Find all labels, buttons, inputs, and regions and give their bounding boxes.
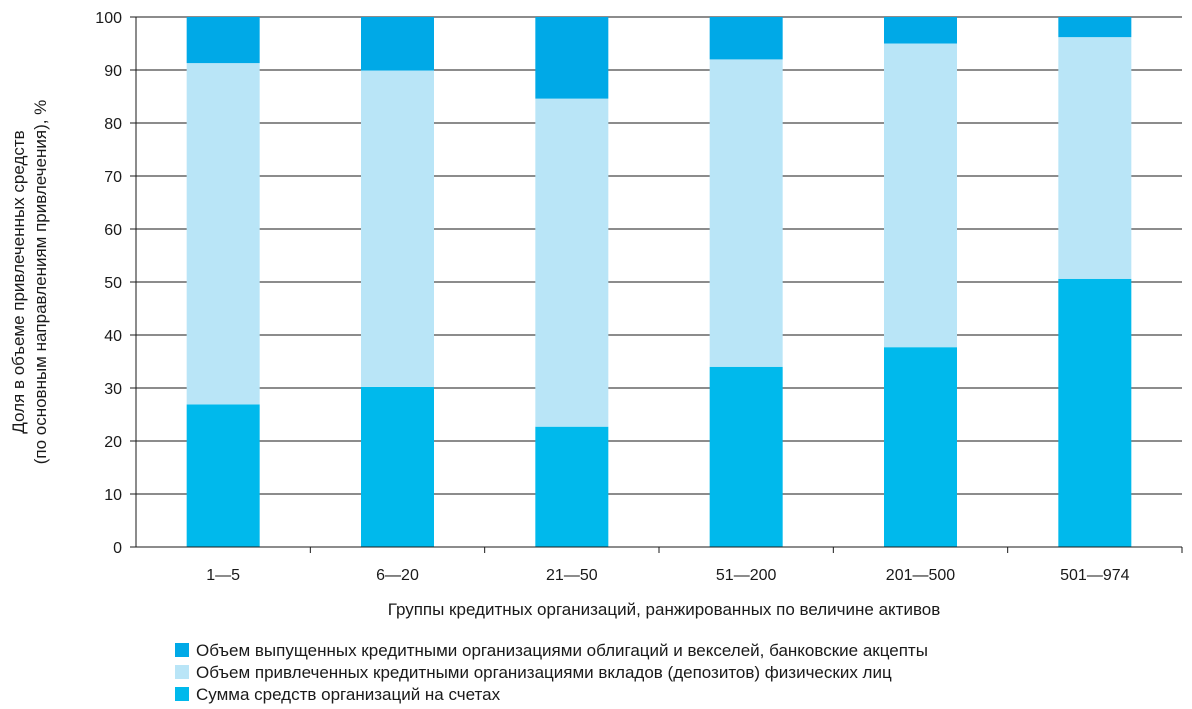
y-tick-label: 80 [104,116,122,133]
bar-segment [884,17,957,44]
y-tick-label: 60 [104,222,122,239]
bar-segment [535,426,609,547]
y-axis-title: Доля в объеме привлеченных средств (по о… [9,100,50,465]
bar-segment [1058,278,1132,547]
x-tick-label: 51—200 [716,567,777,584]
bar-segment [884,347,957,547]
bar-segment [535,17,609,99]
legend-swatch [175,687,189,701]
bar-segment [709,366,783,547]
bar-segment [709,17,783,60]
legend-item: Объем выпущенных кредитными организациям… [175,641,928,660]
bar-segment [361,70,434,387]
y-tick-labels: 0 10 20 30 40 50 60 70 80 90 100 [95,10,136,557]
bar-segment [709,59,783,367]
legend-label: Сумма средств организаций на счетах [196,685,501,704]
x-tick-label: 201—500 [886,567,955,584]
x-tick-label: 6—20 [376,567,419,584]
y-tick-label: 30 [104,381,122,398]
axes [135,17,1183,553]
bar-segment [1058,37,1132,279]
legend-swatch [175,665,189,679]
y-tick-label: 0 [113,540,122,557]
y-axis-title-line-2: (по основным направлениям привлечения), … [31,100,50,465]
y-tick-label: 40 [104,328,122,345]
x-tick-label: 1—5 [206,567,240,584]
bar-segment [186,17,260,64]
x-tick-labels: 1—5 6—20 21—50 51—200 201—500 501—974 [206,567,1129,584]
x-axis-title: Группы кредитных организаций, ранжирован… [388,600,941,619]
y-tick-label: 100 [95,10,122,27]
bar-segment [186,404,260,547]
bar-segment [884,43,957,348]
bar-segment [361,386,434,547]
y-tick-label: 20 [104,434,122,451]
x-tick-label: 501—974 [1060,567,1129,584]
bar-segment [186,63,260,405]
legend-label: Объем выпущенных кредитными организациям… [196,641,928,660]
y-axis-title-line-1: Доля в объеме привлеченных средств [9,130,28,433]
y-tick-label: 90 [104,63,122,80]
legend-label: Объем привлеченных кредитными организаци… [196,663,892,682]
bars [186,17,1132,547]
bar-segment [535,98,609,427]
y-tick-label: 70 [104,169,122,186]
y-tick-label: 50 [104,275,122,292]
legend: Объем выпущенных кредитными организациям… [175,641,928,704]
bar-segment [1058,17,1132,38]
x-tick-label: 21—50 [546,567,598,584]
gridlines [136,16,1182,495]
bar-segment [361,17,434,71]
y-tick-label: 10 [104,487,122,504]
legend-item: Объем привлеченных кредитными организаци… [175,663,892,682]
legend-swatch [175,643,189,657]
legend-item: Сумма средств организаций на счетах [175,685,501,704]
